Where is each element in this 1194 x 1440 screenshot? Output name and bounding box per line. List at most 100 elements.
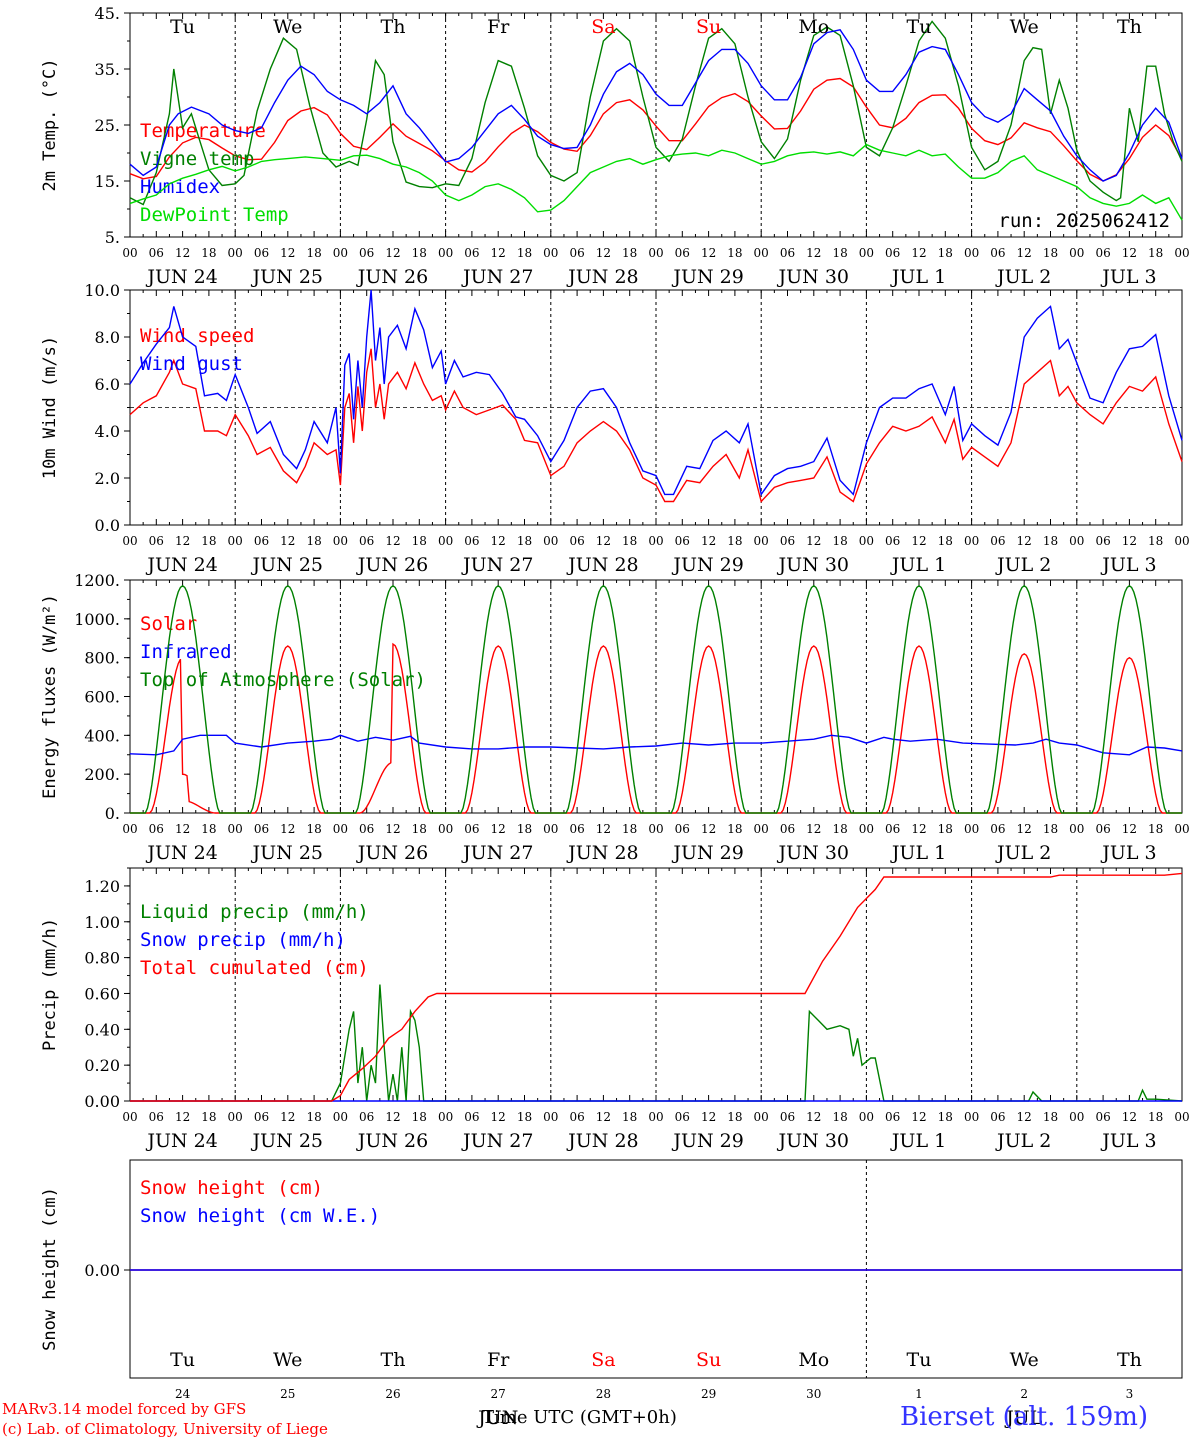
date-label: JUN 28: [566, 842, 638, 864]
date-label: JUL 1: [890, 1130, 946, 1152]
hour-tick-label: 06: [990, 534, 1005, 548]
y-tick-label: 800.: [84, 649, 120, 668]
y-tick-label: 1000.: [74, 610, 120, 629]
date-label: JUN 28: [566, 266, 638, 288]
date-label: JUL 3: [1100, 554, 1156, 576]
hour-tick-label: 06: [885, 822, 900, 836]
hour-tick-label: 00: [964, 246, 979, 260]
hour-tick-label: 18: [727, 822, 742, 836]
hour-tick-label: 06: [990, 822, 1005, 836]
series-line: [129, 348, 1183, 503]
date-label: JUN 26: [356, 1130, 428, 1152]
hour-tick-label: 00: [859, 822, 874, 836]
hour-tick-label: 18: [622, 822, 637, 836]
hour-tick-label: 12: [1122, 822, 1137, 836]
legend-entry: Snow precip (mm/h): [140, 929, 346, 951]
hour-tick-label: 00: [964, 1110, 979, 1124]
hour-tick-label: 06: [464, 1110, 479, 1124]
y-tick-label: 0.20: [84, 1056, 120, 1075]
hour-tick-label: 00: [1069, 246, 1084, 260]
hour-tick-label: 06: [780, 534, 795, 548]
legend-entry: Infrared: [140, 641, 232, 663]
y-axis-label: Snow height (cm): [40, 1187, 60, 1351]
date-label: JUN 29: [671, 1130, 743, 1152]
day-number: 26: [385, 1387, 400, 1401]
y-tick-label: 4.0: [95, 422, 120, 441]
hour-tick-label: 18: [201, 534, 216, 548]
series-line: [129, 20, 1183, 206]
hour-tick-label: 00: [964, 534, 979, 548]
legend-entry: Wind gust: [140, 353, 243, 375]
hour-tick-label: 12: [385, 1110, 400, 1124]
date-label: JUL 3: [1100, 1130, 1156, 1152]
hour-tick-label: 00: [543, 822, 558, 836]
y-axis-label: 10m Wind (m/s): [40, 336, 60, 479]
day-name-bottom: Th: [1117, 1349, 1142, 1371]
series-line: [130, 872, 1183, 1102]
hour-tick-label: 18: [306, 534, 321, 548]
day-name-top: Sa: [591, 16, 615, 38]
y-tick-label: 0.00: [84, 1261, 120, 1280]
y-tick-label: 45.: [95, 4, 120, 23]
date-label: JUN 24: [145, 266, 217, 288]
hour-tick-label: 06: [464, 822, 479, 836]
hour-tick-label: 18: [412, 534, 427, 548]
hour-tick-label: 00: [122, 246, 137, 260]
day-name-bottom: Fr: [487, 1349, 510, 1371]
y-tick-label: 600.: [84, 688, 120, 707]
date-label: JUL 2: [995, 1130, 1051, 1152]
day-number: 25: [280, 1387, 295, 1401]
legend-entry: Liquid precip (mm/h): [140, 901, 369, 923]
day-number: 24: [175, 1387, 191, 1401]
hour-tick-label: 06: [149, 534, 164, 548]
hour-tick-label: 00: [438, 1110, 453, 1124]
hour-tick-label: 00: [122, 822, 137, 836]
hour-tick-label: 12: [1122, 1110, 1137, 1124]
day-name-bottom: Th: [381, 1349, 406, 1371]
hour-tick-label: 06: [149, 822, 164, 836]
hour-tick-label: 12: [806, 534, 821, 548]
hour-tick-label: 18: [938, 822, 953, 836]
legend-entry: Temperature: [140, 120, 266, 142]
hour-tick-label: 12: [1122, 534, 1137, 548]
y-tick-label: 5.: [105, 228, 120, 247]
y-tick-label: 2.0: [95, 469, 120, 488]
hour-tick-label: 00: [228, 534, 243, 548]
hour-tick-label: 06: [675, 1110, 690, 1124]
credit-line-1: MARv3.14 model forced by GFS: [2, 1400, 247, 1418]
hour-tick-label: 06: [780, 822, 795, 836]
hour-tick-label: 18: [1043, 246, 1058, 260]
hour-tick-label: 06: [675, 534, 690, 548]
date-label: JUN 26: [356, 842, 428, 864]
hour-tick-label: 06: [1095, 822, 1110, 836]
hour-tick-label: 00: [859, 246, 874, 260]
date-label: JUN 24: [145, 554, 217, 576]
hour-tick-label: 18: [1043, 1110, 1058, 1124]
hour-tick-label: 18: [938, 534, 953, 548]
hour-tick-label: 12: [1017, 822, 1032, 836]
hour-tick-label: 18: [306, 1110, 321, 1124]
hour-tick-label: 00: [333, 246, 348, 260]
date-label: JUN 26: [356, 266, 428, 288]
station-label: Bierset (alt. 159m): [900, 1402, 1149, 1432]
hour-tick-label: 06: [990, 1110, 1005, 1124]
hour-tick-label: 12: [911, 1110, 926, 1124]
hour-tick-label: 00: [228, 246, 243, 260]
day-name-top: We: [273, 16, 302, 38]
hour-tick-label: 00: [1174, 1110, 1189, 1124]
y-tick-label: 0.0: [95, 516, 120, 535]
hour-tick-label: 18: [517, 246, 532, 260]
hour-tick-label: 06: [885, 246, 900, 260]
hour-tick-label: 06: [359, 1110, 374, 1124]
hour-tick-label: 06: [254, 1110, 269, 1124]
day-name-bottom: Tu: [170, 1349, 195, 1371]
hour-tick-label: 00: [438, 534, 453, 548]
hour-tick-label: 00: [964, 822, 979, 836]
legend-entry: Total cumulated (cm): [140, 957, 369, 979]
hour-tick-label: 06: [675, 246, 690, 260]
legend-entry: Snow height (cm W.E.): [140, 1205, 380, 1227]
hour-tick-label: 12: [911, 822, 926, 836]
hour-tick-label: 12: [491, 246, 506, 260]
hour-tick-label: 18: [201, 822, 216, 836]
